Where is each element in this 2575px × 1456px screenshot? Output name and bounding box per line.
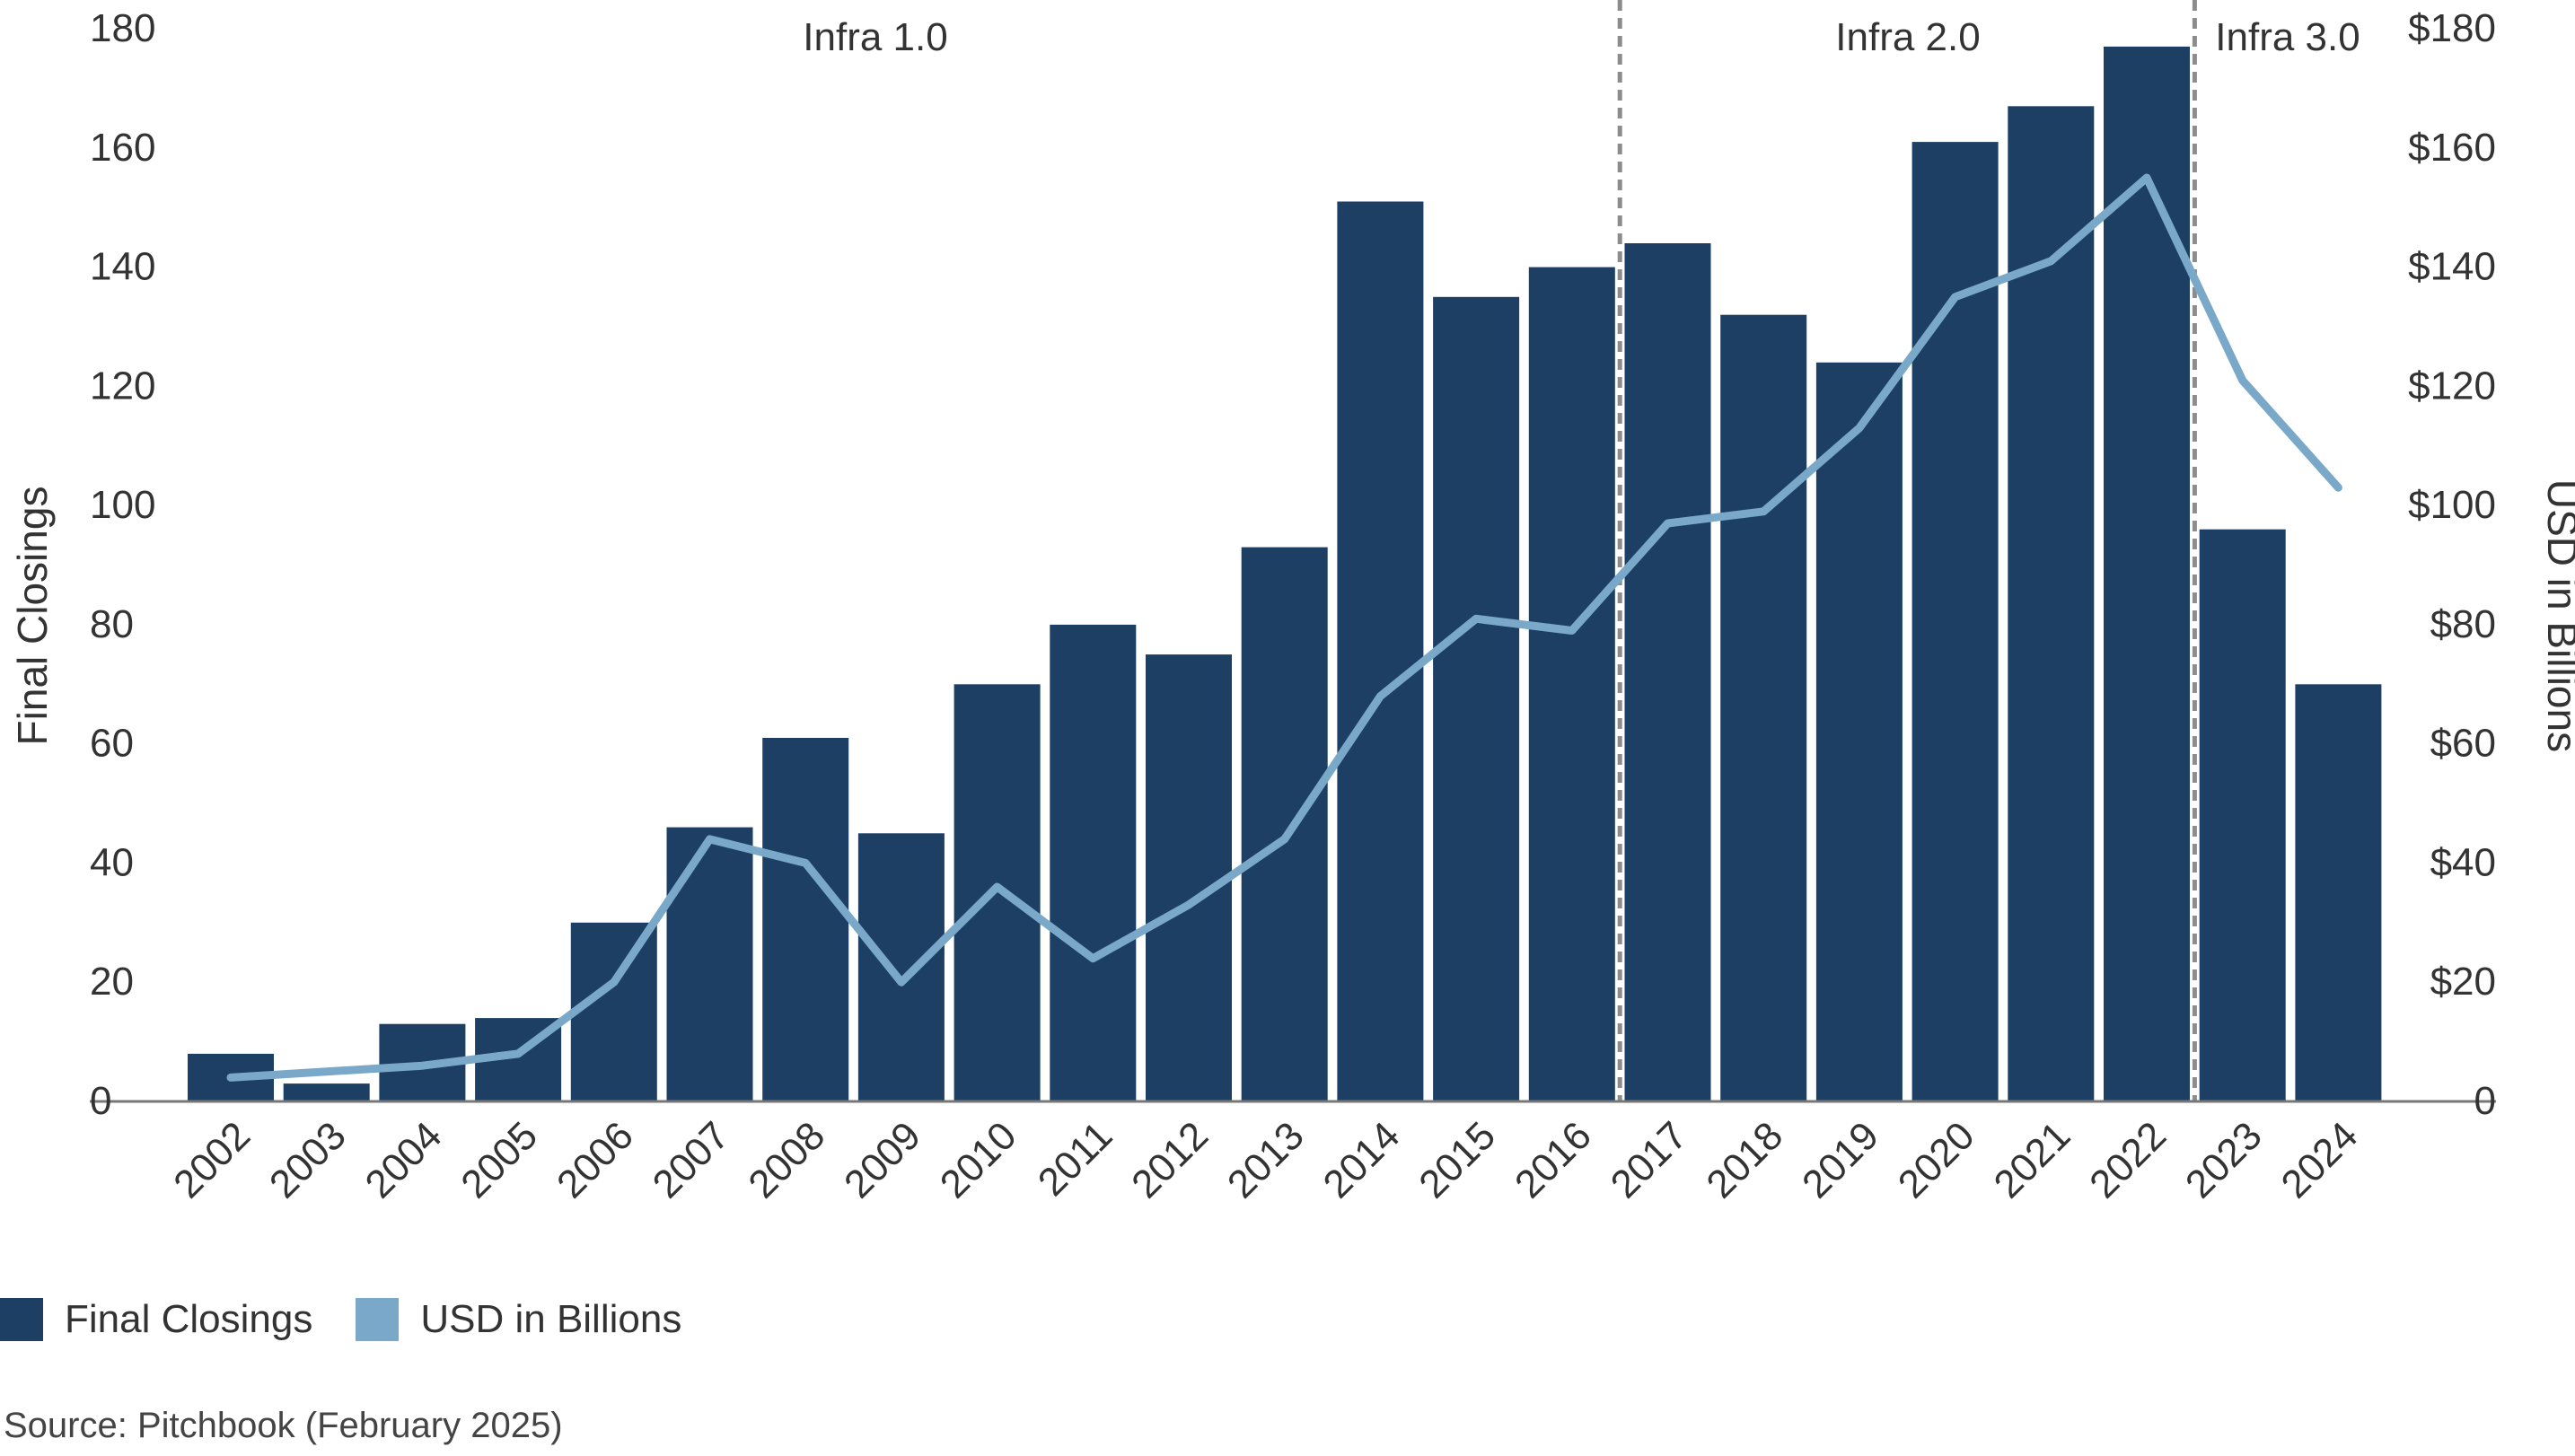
line-point-2018: [1762, 511, 1764, 513]
y-tick-right-$120: $120: [2408, 364, 2496, 408]
legend-label-final-closings: Final Closings: [65, 1297, 313, 1341]
bar-2023: [2199, 529, 2286, 1101]
bar-2014: [1337, 201, 1424, 1101]
line-point-2002: [230, 1076, 232, 1078]
y-tick-left-120: 120: [90, 364, 155, 408]
y-axis-title-right: USD in Billions: [2539, 479, 2575, 752]
y-tick-left-20: 20: [90, 960, 134, 1004]
line-point-2014: [1379, 696, 1381, 697]
x-tick-2024: 2024: [2273, 1113, 2367, 1206]
y-tick-right-$60: $60: [2430, 722, 2496, 766]
x-tick-2011: 2011: [1030, 1113, 1121, 1205]
x-tick-2015: 2015: [1411, 1113, 1504, 1206]
x-tick-2013: 2013: [1219, 1113, 1313, 1206]
line-point-2008: [804, 862, 806, 864]
y-tick-right-$20: $20: [2430, 960, 2496, 1004]
x-tick-2020: 2020: [1890, 1113, 1983, 1206]
y-axis-title-left: Final Closings: [9, 487, 56, 746]
y-tick-left-80: 80: [90, 602, 134, 646]
y-tick-left-160: 160: [90, 126, 155, 170]
x-tick-2021: 2021: [1986, 1113, 2079, 1206]
y-tick-right-0: 0: [2474, 1079, 2496, 1123]
x-tick-2019: 2019: [1794, 1113, 1887, 1206]
legend-label-usd-in-billions: USD in Billions: [420, 1297, 682, 1341]
x-tick-2007: 2007: [645, 1113, 738, 1206]
y-tick-left-60: 60: [90, 722, 134, 766]
legend-item-usd-in-billions: USD in Billions: [356, 1297, 681, 1342]
line-point-2024: [2337, 487, 2339, 488]
line-point-2013: [1284, 838, 1286, 840]
y-tick-right-$140: $140: [2408, 245, 2496, 289]
bar-2013: [1241, 547, 1328, 1101]
line-point-2011: [1092, 958, 1094, 960]
line-point-2006: [613, 981, 615, 983]
legend-item-final-closings: Final Closings: [0, 1297, 312, 1342]
x-tick-2003: 2003: [261, 1113, 355, 1206]
bar-2008: [762, 738, 849, 1101]
x-tick-2008: 2008: [740, 1113, 833, 1206]
y-tick-left-140: 140: [90, 245, 155, 289]
bar-2003: [283, 1083, 370, 1101]
x-tick-2014: 2014: [1315, 1113, 1409, 1206]
era-label-2: Infra 2.0: [1835, 15, 1980, 59]
y-tick-left-0: 0: [90, 1079, 111, 1123]
bar-2015: [1433, 296, 1520, 1102]
x-tick-2023: 2023: [2177, 1113, 2271, 1206]
line-point-2005: [517, 1053, 519, 1055]
y-tick-right-$40: $40: [2430, 840, 2496, 884]
bar-2016: [1528, 267, 1615, 1102]
bar-2022: [2104, 46, 2190, 1101]
x-tick-2002: 2002: [165, 1113, 259, 1206]
bar-2021: [2008, 106, 2095, 1101]
x-tick-2006: 2006: [549, 1113, 642, 1206]
line-point-2023: [2242, 380, 2244, 382]
era-label-3: Infra 3.0: [2215, 15, 2360, 59]
legend-swatch-final-closings: [0, 1298, 43, 1341]
bars-layer: [188, 46, 2382, 1102]
x-tick-2010: 2010: [932, 1113, 1025, 1206]
x-tick-2022: 2022: [2081, 1113, 2175, 1206]
y-tick-right-$180: $180: [2408, 6, 2496, 50]
legend: Final Closings USD in Billions: [0, 1297, 725, 1342]
source-note: Source: Pitchbook (February 2025): [4, 1406, 563, 1445]
x-tick-2012: 2012: [1123, 1113, 1217, 1206]
y-tick-left-40: 40: [90, 840, 134, 884]
line-point-2003: [326, 1071, 328, 1073]
x-tick-2009: 2009: [836, 1113, 929, 1206]
line-point-2007: [709, 838, 710, 840]
line-point-2016: [1571, 630, 1573, 631]
bar-2007: [666, 827, 753, 1101]
y-tick-right-$80: $80: [2430, 602, 2496, 646]
x-tick-2018: 2018: [1698, 1113, 1791, 1206]
x-tick-2016: 2016: [1507, 1113, 1600, 1206]
bar-2024: [2295, 684, 2382, 1101]
line-point-2021: [2050, 260, 2052, 262]
bar-2017: [1624, 243, 1711, 1101]
bar-2019: [1815, 362, 1903, 1101]
legend-swatch-usd-in-billions: [356, 1298, 400, 1341]
era-label-1: Infra 1.0: [803, 15, 947, 59]
y-tick-right-$160: $160: [2408, 126, 2496, 170]
bar-2018: [1720, 314, 1807, 1101]
bar-2006: [570, 922, 657, 1101]
y-tick-left-100: 100: [90, 483, 155, 527]
line-point-2017: [1667, 522, 1668, 524]
line-point-2022: [2146, 177, 2148, 179]
x-tick-2004: 2004: [357, 1113, 451, 1206]
line-layer: [226, 173, 2342, 1082]
line-point-2015: [1475, 618, 1477, 619]
bar-2012: [1146, 654, 1232, 1101]
x-tick-2017: 2017: [1603, 1113, 1696, 1206]
y-tick-left-180: 180: [90, 6, 155, 50]
bar-2010: [954, 684, 1041, 1101]
y-tick-right-$100: $100: [2408, 483, 2496, 527]
combo-chart: 0 20 40 60 80 100 120 140 160 180 0 $20 $40 $60 $80 $10…: [9, 0, 2575, 1206]
bar-2011: [1050, 624, 1137, 1101]
x-tick-2005: 2005: [453, 1113, 546, 1206]
bar-2009: [857, 833, 945, 1102]
era-dividers: [1617, 0, 2197, 1101]
line-point-2012: [1188, 904, 1190, 906]
